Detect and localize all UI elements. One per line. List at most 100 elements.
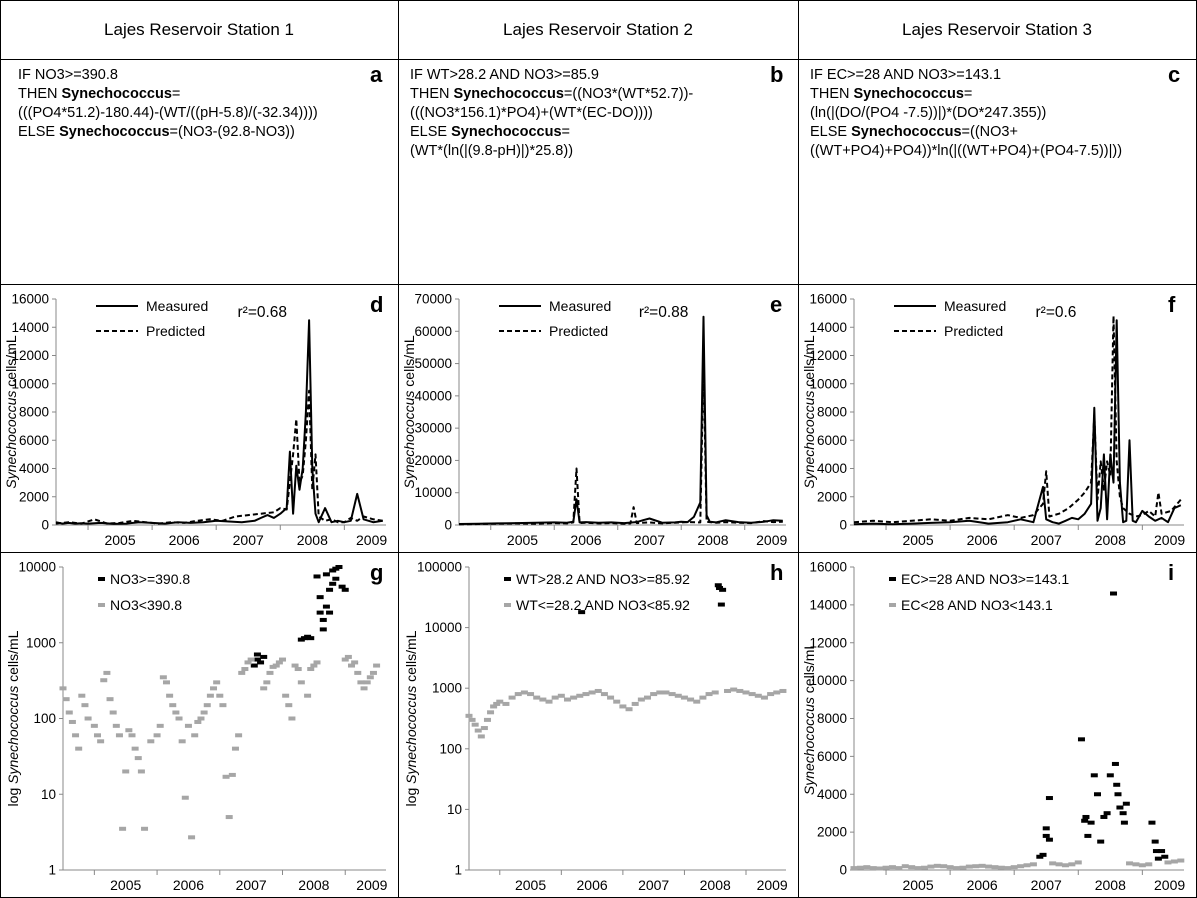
data-point — [1132, 862, 1140, 867]
legend-label: NO3>=390.8 — [110, 571, 190, 587]
data-point — [483, 717, 491, 722]
data-point — [319, 617, 327, 622]
data-point — [332, 576, 340, 581]
grid-line — [0, 284, 1197, 285]
data-point — [103, 670, 111, 675]
x-tick-label: 2006 — [577, 877, 608, 893]
data-point — [1049, 861, 1057, 866]
data-point — [1122, 801, 1130, 806]
data-point — [471, 722, 479, 727]
data-point — [1097, 839, 1105, 844]
data-point — [216, 693, 224, 698]
legend-marker — [98, 577, 105, 581]
rule-line-text: THEN — [18, 86, 62, 102]
data-point — [141, 826, 149, 831]
y-tick-label: 0 — [444, 518, 452, 533]
data-point — [1055, 862, 1063, 867]
data-point — [153, 733, 161, 738]
rule-line-text: THEN — [410, 86, 454, 102]
data-point — [244, 660, 252, 665]
data-point — [184, 723, 192, 728]
y-axis-label-italic: Synechococcus — [5, 686, 21, 784]
station-1-title: Lajes Reservoir Station 1 — [104, 19, 294, 39]
data-point — [508, 695, 516, 700]
data-point — [354, 670, 362, 675]
data-point — [754, 693, 762, 698]
x-tick-label: 2007 — [236, 877, 267, 893]
x-tick-label: 2008 — [1095, 532, 1126, 548]
y-tick-label: 6000 — [817, 749, 847, 764]
y-tick-label: 6000 — [19, 433, 49, 448]
data-point — [316, 595, 324, 600]
y-tick-label: 0 — [839, 863, 847, 878]
y-tick-label: 1 — [454, 863, 462, 878]
data-point — [637, 697, 645, 702]
y-tick-label: 10 — [41, 787, 56, 802]
x-tick-label: 2007 — [1031, 532, 1062, 548]
x-tick-label: 2009 — [1154, 877, 1185, 893]
data-point — [650, 692, 658, 697]
x-tick-label: 2009 — [356, 877, 387, 893]
data-point — [496, 699, 504, 704]
y-tick-label: 16000 — [809, 292, 847, 307]
rule-line: THEN Synechococcus= — [810, 85, 1122, 104]
data-point — [959, 865, 967, 870]
grid-line — [398, 0, 399, 898]
grid-line — [798, 0, 799, 898]
y-tick-label: 14000 — [809, 597, 847, 612]
data-point — [674, 693, 682, 698]
data-point — [166, 693, 174, 698]
y-tick-label: 14000 — [809, 320, 847, 335]
data-point — [514, 692, 522, 697]
x-tick-label: 2008 — [297, 532, 328, 548]
data-point — [373, 663, 381, 668]
data-point — [62, 697, 70, 702]
legend-marker — [504, 603, 511, 607]
data-point — [363, 680, 371, 685]
legend-label: WT<=28.2 AND NO3<85.92 — [516, 597, 690, 613]
data-point — [625, 707, 633, 712]
y-tick-label: 2000 — [817, 489, 847, 504]
data-point — [1152, 849, 1160, 854]
data-point — [222, 774, 230, 779]
data-point — [856, 865, 864, 870]
y-axis-label-rest: cells/mL — [3, 335, 19, 390]
data-point — [260, 654, 268, 659]
data-point — [307, 636, 315, 641]
y-axis-label-rest: cells/mL — [403, 630, 419, 685]
data-point — [341, 657, 349, 662]
data-point — [322, 572, 330, 577]
data-point — [545, 699, 553, 704]
legend-marker — [504, 577, 511, 581]
x-tick-label: 2009 — [356, 532, 387, 548]
data-point — [228, 772, 236, 777]
data-point — [668, 692, 676, 697]
y-tick-label: 4000 — [817, 461, 847, 476]
data-point — [527, 692, 535, 697]
rule-line: IF NO3>=390.8 — [18, 66, 318, 85]
x-tick-label: 2006 — [169, 532, 200, 548]
data-point — [1126, 861, 1134, 866]
data-point — [1004, 866, 1012, 871]
data-point — [203, 703, 211, 708]
y-tick-label: 100 — [439, 741, 462, 756]
data-point — [366, 675, 374, 680]
data-point — [197, 716, 205, 721]
data-point — [582, 692, 590, 697]
rule-line-text: ((WT+PO4)+PO4))*ln(|((WT+PO4)+(PO4-7.5))… — [810, 143, 1123, 159]
data-point — [869, 866, 877, 871]
data-point — [115, 733, 123, 738]
y-tick-label: 70000 — [414, 292, 452, 307]
data-point — [767, 692, 775, 697]
x-tick-label: 2009 — [1154, 532, 1185, 548]
data-point — [322, 604, 330, 609]
rule-line: ELSE Synechococcus=(NO3-(92.8-NO3)) — [18, 123, 318, 142]
y-tick-label: 14000 — [11, 320, 49, 335]
grid-line — [0, 552, 1197, 553]
legend-label: Predicted — [944, 323, 1003, 339]
y-axis-label-prefix: log — [403, 784, 419, 807]
data-point — [275, 660, 283, 665]
data-point — [213, 680, 221, 685]
rule-line: (((PO4*51.2)-180.44)-(WT/((pH-5.8)/(-32.… — [18, 104, 318, 123]
data-point — [191, 733, 199, 738]
